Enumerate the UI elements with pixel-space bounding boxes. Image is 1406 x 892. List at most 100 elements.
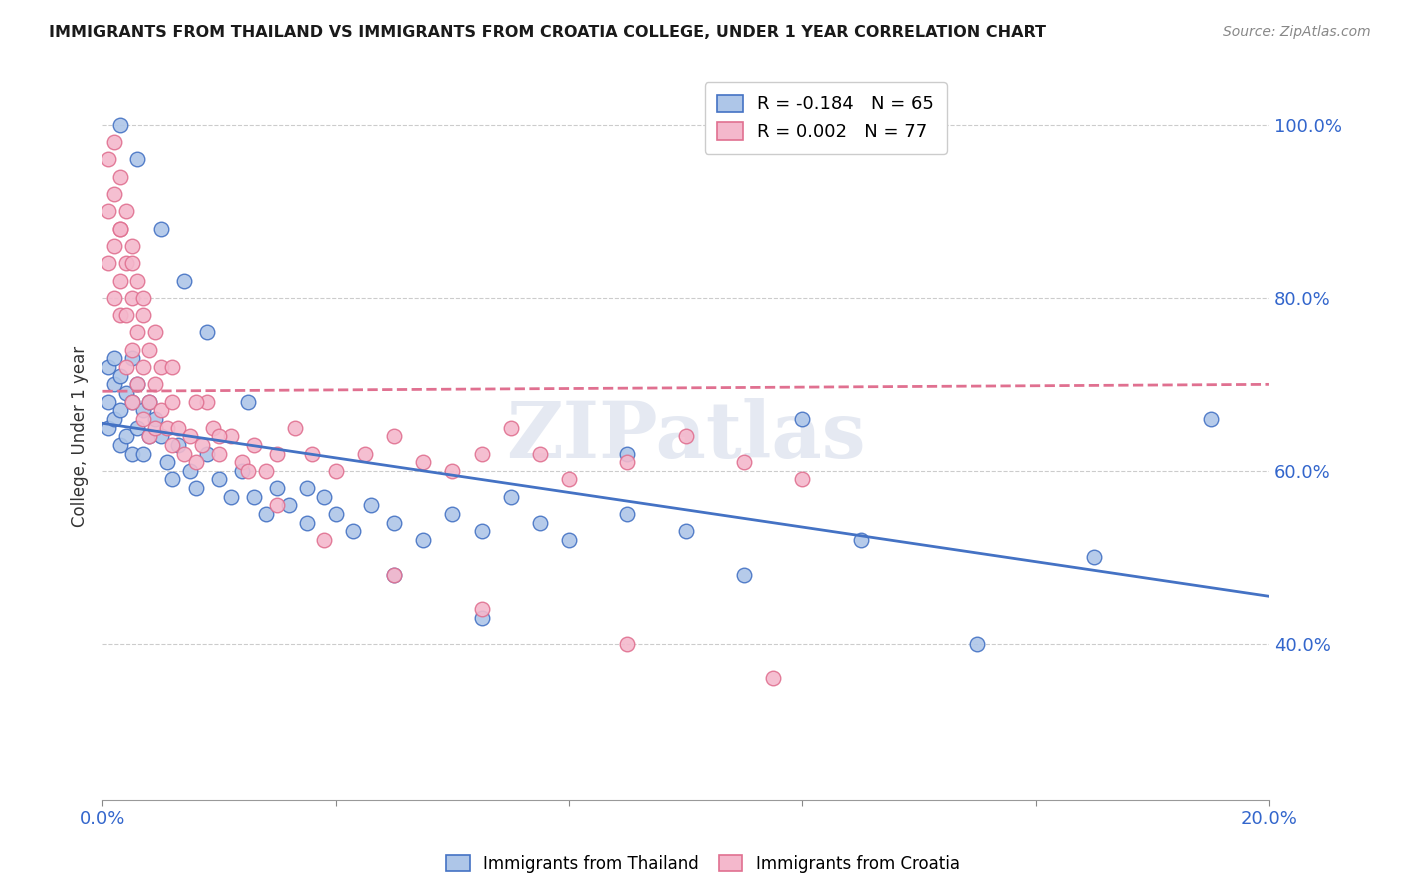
Point (121, 256, 143, 270)
Point (190, 438, 212, 452)
Point (441, 464, 464, 478)
Point (108, 368, 131, 383)
Point (412, 455, 434, 469)
Point (121, 394, 143, 409)
Point (132, 359, 155, 374)
Text: IMMIGRANTS FROM THAILAND VS IMMIGRANTS FROM CROATIA COLLEGE, UNDER 1 YEAR CORREL: IMMIGRANTS FROM THAILAND VS IMMIGRANTS F… (49, 25, 1046, 40)
Point (675, 524, 697, 539)
Point (529, 516, 551, 530)
Point (231, 455, 253, 469)
Point (97, 420, 120, 434)
Legend: Immigrants from Thailand, Immigrants from Croatia: Immigrants from Thailand, Immigrants fro… (440, 848, 966, 880)
Point (149, 429, 172, 443)
Point (342, 524, 364, 539)
Point (849, 533, 872, 547)
Point (295, 516, 318, 530)
Point (132, 446, 155, 460)
Point (103, 351, 125, 366)
Point (184, 394, 207, 409)
Point (103, 239, 125, 253)
Point (792, 473, 814, 487)
Point (108, 221, 131, 235)
Point (132, 308, 155, 322)
Point (108, 438, 131, 452)
Point (1199, 412, 1222, 426)
Point (238, 464, 260, 478)
Point (143, 420, 166, 434)
Point (97, 394, 120, 409)
Point (127, 153, 149, 167)
Point (278, 499, 301, 513)
Point (208, 473, 231, 487)
Point (616, 507, 638, 521)
Point (354, 446, 377, 460)
Point (114, 386, 136, 401)
Point (966, 637, 988, 651)
Point (121, 351, 143, 366)
Y-axis label: College, Under 1 year: College, Under 1 year (72, 346, 89, 527)
Point (97, 256, 120, 270)
Point (138, 343, 160, 357)
Text: ZIPatlas: ZIPatlas (506, 398, 866, 475)
Point (121, 343, 143, 357)
Point (121, 394, 143, 409)
Point (143, 326, 166, 340)
Point (149, 359, 172, 374)
Point (558, 473, 581, 487)
Point (243, 490, 266, 504)
Point (762, 672, 785, 686)
Point (108, 308, 131, 322)
Point (470, 446, 492, 460)
Point (167, 438, 190, 452)
Point (301, 446, 323, 460)
Point (108, 274, 131, 288)
Point (143, 377, 166, 392)
Point (173, 274, 195, 288)
Point (103, 412, 125, 426)
Point (792, 412, 814, 426)
Point (103, 135, 125, 149)
Legend: R = -0.184   N = 65, R = 0.002   N = 77: R = -0.184 N = 65, R = 0.002 N = 77 (704, 82, 946, 154)
Point (108, 221, 131, 235)
Point (202, 420, 225, 434)
Point (266, 446, 288, 460)
Point (138, 429, 160, 443)
Point (138, 429, 160, 443)
Point (231, 464, 253, 478)
Point (266, 481, 288, 495)
Point (243, 438, 266, 452)
Point (121, 446, 143, 460)
Point (143, 412, 166, 426)
Point (360, 499, 382, 513)
Point (149, 403, 172, 417)
Point (132, 403, 155, 417)
Point (1083, 550, 1105, 565)
Point (162, 473, 184, 487)
Point (108, 169, 131, 184)
Point (127, 326, 149, 340)
Point (412, 533, 434, 547)
Point (208, 446, 231, 460)
Point (138, 394, 160, 409)
Point (184, 455, 207, 469)
Point (219, 490, 242, 504)
Point (179, 429, 201, 443)
Point (114, 204, 136, 219)
Point (149, 221, 172, 235)
Point (441, 507, 464, 521)
Point (470, 611, 492, 625)
Point (197, 326, 219, 340)
Point (470, 602, 492, 616)
Point (616, 637, 638, 651)
Point (184, 481, 207, 495)
Point (108, 403, 131, 417)
Point (127, 274, 149, 288)
Point (127, 420, 149, 434)
Point (121, 239, 143, 253)
Point (382, 567, 405, 582)
Point (382, 429, 405, 443)
Point (173, 446, 195, 460)
Point (108, 118, 131, 132)
Point (325, 507, 347, 521)
Point (499, 420, 522, 434)
